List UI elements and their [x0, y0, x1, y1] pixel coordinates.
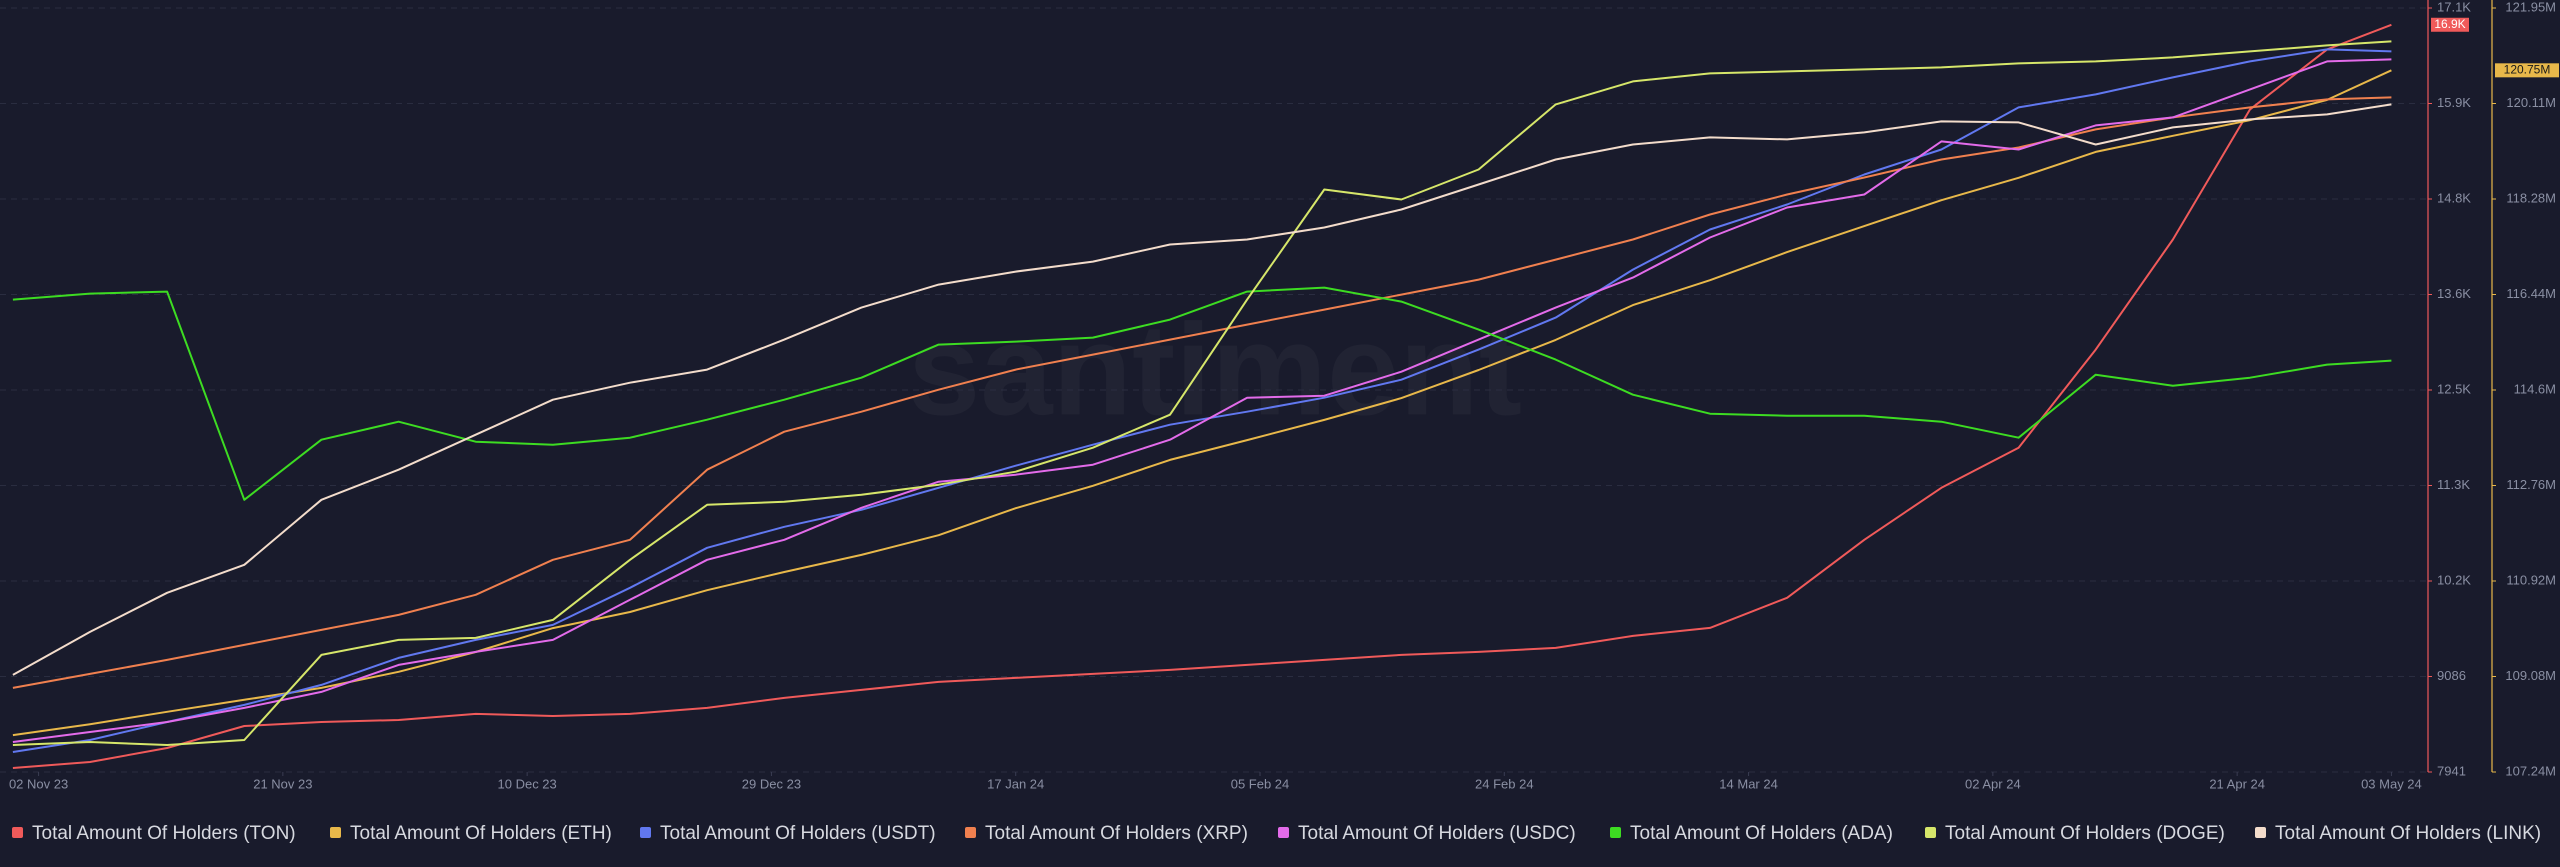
x-tick-label: 24 Feb 24 [1475, 776, 1534, 791]
value-label: 16.9K [2434, 17, 2465, 31]
x-tick-label: 17 Jan 24 [987, 776, 1044, 791]
y2-tick-label: 116.44M [2506, 286, 2556, 301]
legend-label: Total Amount Of Holders (USDC) [1298, 823, 1576, 844]
legend-item: Total Amount Of Holders (TON) [12, 823, 296, 844]
series-line [12, 58, 2392, 743]
legend-item: Total Amount Of Holders (ADA) [1610, 823, 1893, 844]
x-tick-label: 21 Nov 23 [253, 776, 312, 791]
legend-label: Total Amount Of Holders (LINK) [2275, 823, 2541, 844]
y-tick-label: 15.9K [2437, 95, 2471, 110]
y2-tick-label: 112.76M [2506, 477, 2556, 492]
y-tick-label: 17.1K [2437, 0, 2471, 14]
y-tick-label: 7941 [2437, 763, 2466, 778]
legend-item: Total Amount Of Holders (DOGE) [1925, 823, 2225, 844]
legend-label: Total Amount Of Holders (XRP) [985, 823, 1248, 844]
legend-swatch [1925, 827, 1936, 838]
series-line [12, 40, 2392, 746]
legend-swatch [1278, 827, 1289, 838]
legend-item: Total Amount Of Holders (XRP) [965, 823, 1248, 844]
series-line [12, 96, 2392, 689]
legend-swatch [1610, 827, 1621, 838]
y-tick-label: 14.8K [2437, 190, 2471, 205]
legend-swatch [965, 827, 976, 838]
series-line [12, 286, 2392, 501]
series-line [12, 103, 2392, 676]
legend-label: Total Amount Of Holders (USDT) [660, 823, 936, 844]
y-tick-label: 11.3K [2437, 477, 2470, 492]
x-tick-label: 02 Apr 24 [1965, 776, 2021, 791]
y2-tick-label: 121.95M [2505, 0, 2556, 14]
x-tick-label: 29 Dec 23 [742, 776, 801, 791]
legend-swatch [2255, 827, 2266, 838]
legend-item: Total Amount Of Holders (USDT) [640, 823, 936, 844]
legend-label: Total Amount Of Holders (DOGE) [1945, 823, 2225, 844]
y2-tick-label: 107.24M [2505, 763, 2556, 778]
y-tick-label: 13.6K [2437, 286, 2471, 301]
x-tick-label: 03 May 24 [2361, 776, 2422, 791]
legend-label: Total Amount Of Holders (ADA) [1630, 823, 1893, 844]
legend-item: Total Amount Of Holders (USDC) [1278, 823, 1576, 844]
x-tick-label: 05 Feb 24 [1231, 776, 1290, 791]
legend-label: Total Amount Of Holders (TON) [32, 823, 296, 844]
y2-tick-label: 120.11M [2506, 95, 2556, 110]
y-tick-label: 9086 [2437, 668, 2466, 683]
value-badge [2495, 63, 2559, 78]
legend-label: Total Amount Of Holders (ETH) [350, 823, 612, 844]
y2-tick-label: 109.08M [2505, 668, 2556, 683]
y-tick-label: 12.5K [2437, 381, 2471, 396]
value-badge [2431, 17, 2469, 32]
y2-tick-label: 118.28M [2506, 190, 2556, 205]
series-line [12, 69, 2392, 737]
value-label: 120.75M [2504, 62, 2551, 76]
y-tick-label: 10.2K [2437, 572, 2471, 587]
series-line [12, 23, 2392, 769]
legend-swatch [12, 827, 23, 838]
legend-swatch [640, 827, 651, 838]
legend-swatch [330, 827, 341, 838]
x-tick-label: 21 Apr 24 [2209, 776, 2265, 791]
x-tick-label: 02 Nov 23 [9, 776, 68, 791]
legend-item: Total Amount Of Holders (LINK) [2255, 823, 2541, 844]
x-tick-label: 10 Dec 23 [498, 776, 557, 791]
y2-tick-label: 114.6M [2514, 381, 2556, 396]
legend-item: Total Amount Of Holders (ETH) [330, 823, 612, 844]
y2-tick-label: 110.92M [2506, 572, 2556, 587]
x-tick-label: 14 Mar 24 [1719, 776, 1778, 791]
